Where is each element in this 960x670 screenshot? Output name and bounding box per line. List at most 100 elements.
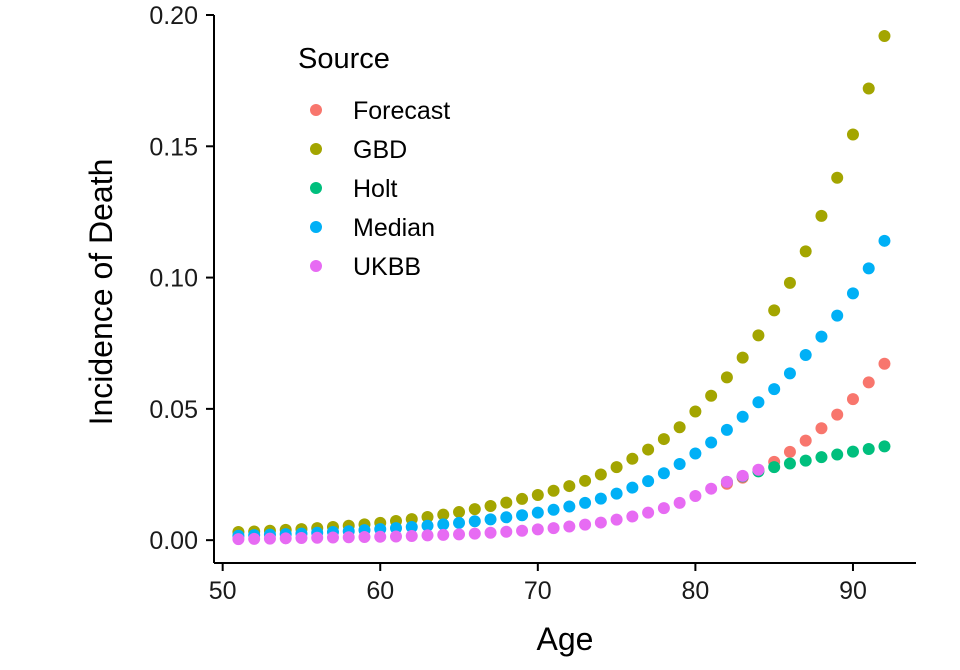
data-point [846,287,859,300]
legend-marker [310,221,322,233]
data-point [516,509,529,522]
legend-marker [310,182,322,194]
data-point [831,408,844,421]
x-axis-title: Age [537,621,594,657]
data-point [720,423,733,436]
data-point [626,452,639,465]
data-point [626,481,639,494]
data-point [831,309,844,322]
data-point [689,447,702,460]
data-point [768,383,781,396]
data-point [358,531,371,544]
data-point [862,82,875,95]
data-point [768,461,781,474]
data-point [405,529,418,542]
legend-marker [310,260,322,272]
data-point [421,529,434,542]
data-point [594,516,607,529]
data-point [878,30,891,43]
data-point [705,482,718,495]
data-point [279,532,292,545]
legend-item-forecast: Forecast [310,97,450,125]
data-point [642,443,655,456]
data-point [815,451,828,464]
data-point [232,533,245,546]
data-point [846,128,859,141]
data-point [437,508,450,521]
legend-title: Source [298,43,390,75]
data-point [405,521,418,534]
data-point [594,468,607,481]
legend-label: UKBB [353,253,421,281]
data-point [500,496,513,509]
y-axis-title: Incidence of Death [83,159,119,426]
data-point [752,396,765,409]
data-point [547,484,560,497]
data-point [248,532,261,545]
data-point [799,434,812,447]
data-point [390,530,402,543]
data-point [531,488,544,501]
data-point [878,357,891,370]
data-point [862,443,875,456]
y-tick-label: 0.15 [149,133,198,161]
data-point [326,531,339,544]
data-point [768,304,781,317]
data-point [799,349,812,362]
data-point [563,520,576,533]
data-point [736,469,749,482]
data-point [437,528,450,541]
legend-marker [310,143,322,155]
series-ukbb [232,463,765,546]
data-point [468,503,481,516]
data-point [390,522,402,535]
data-point [783,276,796,289]
x-tick-label: 70 [524,577,552,605]
data-point [799,245,812,258]
data-point [815,209,828,222]
data-point [421,519,434,532]
data-point [500,511,513,524]
data-point [736,351,749,364]
series-holt [720,440,891,488]
y-tick-label: 0.20 [149,2,198,30]
data-point [720,371,733,384]
data-point [468,515,481,528]
data-point [453,516,466,529]
data-point [484,500,497,513]
data-point [846,393,859,406]
data-point [657,502,670,515]
data-point [531,506,544,519]
data-point [815,422,828,435]
data-point [720,475,733,488]
data-point [484,526,497,539]
data-point [547,522,560,535]
data-point [673,458,686,471]
data-point [657,433,670,446]
data-point [878,234,891,247]
data-point [831,448,844,461]
legend-marker [310,104,322,116]
legend-label: GBD [353,136,407,164]
data-point [342,531,355,544]
data-point [783,367,796,380]
data-point [626,510,639,523]
data-point [705,436,718,449]
data-point [783,445,796,458]
data-point [815,330,828,343]
data-point [642,506,655,519]
data-point [563,480,576,493]
plot-area [232,30,891,546]
data-point [689,405,702,418]
legend-item-ukbb: UKBB [310,253,421,281]
legend-item-gbd: GBD [310,136,407,164]
data-point [846,445,859,458]
legend-item-holt: Holt [310,175,398,203]
data-point [736,410,749,423]
data-point [862,376,875,389]
data-point [437,518,450,531]
data-point [453,528,466,541]
legend-label: Forecast [353,97,450,125]
data-point [752,329,765,342]
data-point [862,262,875,275]
